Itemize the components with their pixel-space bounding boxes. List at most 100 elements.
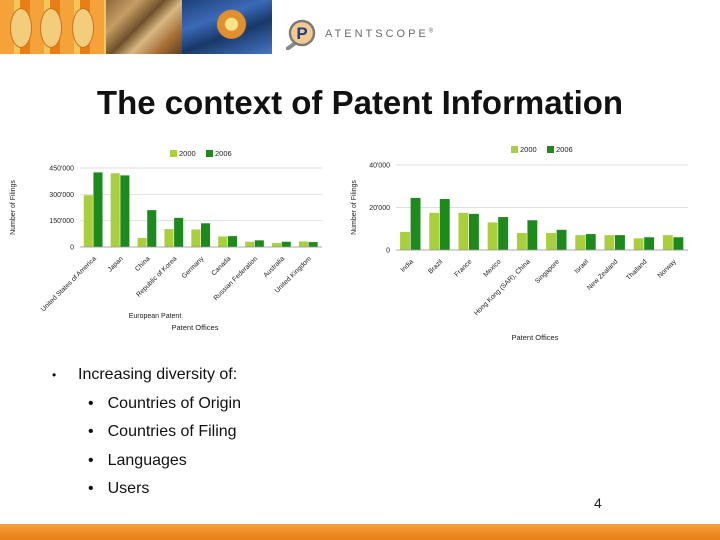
bar-2006 bbox=[147, 210, 157, 247]
logo-registered-mark: ® bbox=[428, 28, 434, 35]
x-tick-label: New Zealand bbox=[586, 258, 619, 291]
bar-2006 bbox=[93, 172, 103, 247]
bar-2006 bbox=[469, 213, 479, 250]
bar-2006 bbox=[254, 240, 264, 247]
chart-other-offices-svg: 0 20'000 40'000 India Brazil France MexicoHong… bbox=[351, 145, 688, 342]
bullet-main: • Increasing diversity of: bbox=[52, 366, 237, 384]
header-photo-2 bbox=[106, 0, 182, 54]
bar-2000 bbox=[164, 229, 174, 247]
bar-2000 bbox=[429, 212, 440, 250]
bar-2000 bbox=[487, 222, 498, 250]
footer-bar bbox=[0, 524, 720, 540]
y-tick-label: 300'000 bbox=[49, 192, 74, 199]
bullet-dot: • bbox=[52, 368, 57, 382]
y-tick-label: 150'000 bbox=[49, 218, 74, 225]
bar-2006 bbox=[227, 236, 237, 247]
x-tick-label: Israel bbox=[574, 258, 591, 275]
bar-2000 bbox=[516, 233, 527, 250]
bar-2006 bbox=[410, 197, 421, 250]
bar-2006 bbox=[120, 175, 130, 247]
header-photo-strip bbox=[0, 0, 272, 54]
x-axis-title: Patent Offices bbox=[512, 333, 559, 342]
bar-2006 bbox=[585, 234, 596, 250]
bullet-dot: • bbox=[88, 480, 94, 497]
sub-bullet-1: • Countries of Origin bbox=[88, 395, 241, 413]
bullet-dot: • bbox=[88, 423, 94, 440]
header-banner: P ATENTSCOPE® bbox=[0, 0, 720, 54]
header-photo-1 bbox=[0, 0, 106, 54]
chart-major-offices: 0 150'000 300'000 450'000 United States of A… bbox=[0, 140, 330, 340]
bar-2006 bbox=[201, 223, 211, 247]
logo-wordmark: ATENTSCOPE® bbox=[325, 28, 433, 40]
bar-2000 bbox=[604, 235, 615, 250]
x-tick-label: Norway bbox=[657, 258, 679, 280]
bar-2006 bbox=[556, 229, 567, 250]
bar-2006 bbox=[439, 199, 450, 250]
x-tick-label: Thailand bbox=[625, 258, 649, 282]
slide-title: The context of Patent Information bbox=[96, 84, 624, 121]
sub-bullet-text: Countries of Origin bbox=[107, 395, 241, 412]
sub-bullet-3: • Languages bbox=[88, 452, 187, 470]
x-tick-label: United States of America bbox=[40, 255, 98, 313]
bar-2006 bbox=[527, 220, 538, 250]
chart-major-offices-svg: 0 150'000 300'000 450'000 United States of A… bbox=[10, 149, 322, 332]
logo-area bbox=[272, 0, 720, 54]
bar-2006 bbox=[174, 217, 184, 247]
x-tick-label: China bbox=[134, 255, 152, 273]
y-tick-label: 0 bbox=[70, 245, 74, 252]
magnifier-p-icon: P bbox=[286, 19, 316, 50]
y-tick-label: 450'000 bbox=[49, 166, 74, 173]
legend-swatch bbox=[170, 150, 177, 157]
chart-other-offices: 0 20'000 40'000 India Brazil France Mexico Hong… bbox=[344, 138, 700, 348]
bar-2006 bbox=[644, 237, 655, 250]
x-tick-label: Canada bbox=[211, 255, 233, 277]
header-photo-3 bbox=[182, 0, 272, 54]
logo-letter-p: P bbox=[296, 24, 307, 43]
bar-2000 bbox=[245, 241, 255, 247]
x-tick-label: Hong Kong (SAR), China bbox=[473, 258, 532, 317]
x-tick-label: Australia bbox=[262, 255, 286, 279]
bullet-dot: • bbox=[88, 452, 94, 469]
page-number: 4 bbox=[594, 495, 602, 511]
x-tick-label: Germany bbox=[181, 255, 206, 280]
sub-bullet-text: Languages bbox=[107, 452, 187, 469]
bar-2000 bbox=[400, 231, 410, 250]
y-tick-label: 20'000 bbox=[369, 205, 390, 212]
bar-2006 bbox=[615, 235, 625, 250]
bar-2000 bbox=[298, 241, 308, 247]
bullet-dot: • bbox=[88, 395, 94, 412]
bar-2006 bbox=[308, 242, 318, 247]
logo-wordmark-text: ATENTSCOPE bbox=[325, 28, 429, 40]
legend-swatch bbox=[511, 146, 518, 153]
x-tick-label: Japan bbox=[107, 255, 125, 273]
x-tick-label: Singapore bbox=[534, 258, 561, 285]
bar-2000 bbox=[137, 237, 147, 247]
bar-2000 bbox=[110, 173, 120, 247]
sub-bullet-2: • Countries of Filing bbox=[88, 423, 237, 441]
x-tick-label: France bbox=[454, 258, 474, 278]
bar-2000 bbox=[546, 233, 556, 250]
sub-bullet-text: Countries of Filing bbox=[107, 423, 237, 440]
x-tick-label: India bbox=[400, 258, 416, 274]
y-axis-title: Number of Filings bbox=[10, 180, 17, 235]
legend-swatch bbox=[547, 146, 554, 153]
x-tick-label: Mexico bbox=[482, 258, 502, 278]
sub-bullet-text: Users bbox=[107, 480, 150, 497]
y-tick-label: 40'000 bbox=[369, 163, 390, 170]
legend-swatch bbox=[206, 150, 213, 157]
legend-label: 2006 bbox=[215, 149, 232, 158]
x-tick-label: Brazil bbox=[427, 258, 444, 275]
patentscope-logo: P ATENTSCOPE® bbox=[286, 18, 433, 50]
y-tick-label: 0 bbox=[386, 248, 390, 255]
bar-2000 bbox=[218, 236, 228, 247]
legend-label: 2000 bbox=[179, 149, 196, 158]
bar-2000 bbox=[662, 235, 673, 250]
bar-2000 bbox=[191, 229, 201, 247]
bar-2006 bbox=[281, 241, 291, 247]
y-axis-title: Number of Filings bbox=[351, 180, 358, 235]
bar-2006 bbox=[498, 217, 509, 250]
bar-2000 bbox=[633, 238, 644, 250]
bar-2000 bbox=[271, 243, 282, 247]
bar-2000 bbox=[458, 212, 469, 250]
